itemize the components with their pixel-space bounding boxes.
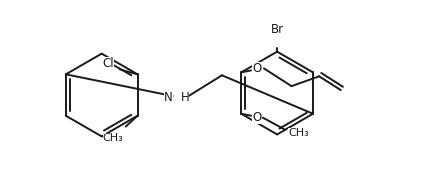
Text: N: N [164,91,173,104]
Text: H: H [181,91,189,104]
Text: Br: Br [270,23,284,36]
Text: CH₃: CH₃ [102,133,123,143]
Text: O: O [253,111,262,124]
Text: O: O [253,62,262,75]
Text: CH₃: CH₃ [288,129,309,138]
Text: Cl: Cl [102,57,114,70]
